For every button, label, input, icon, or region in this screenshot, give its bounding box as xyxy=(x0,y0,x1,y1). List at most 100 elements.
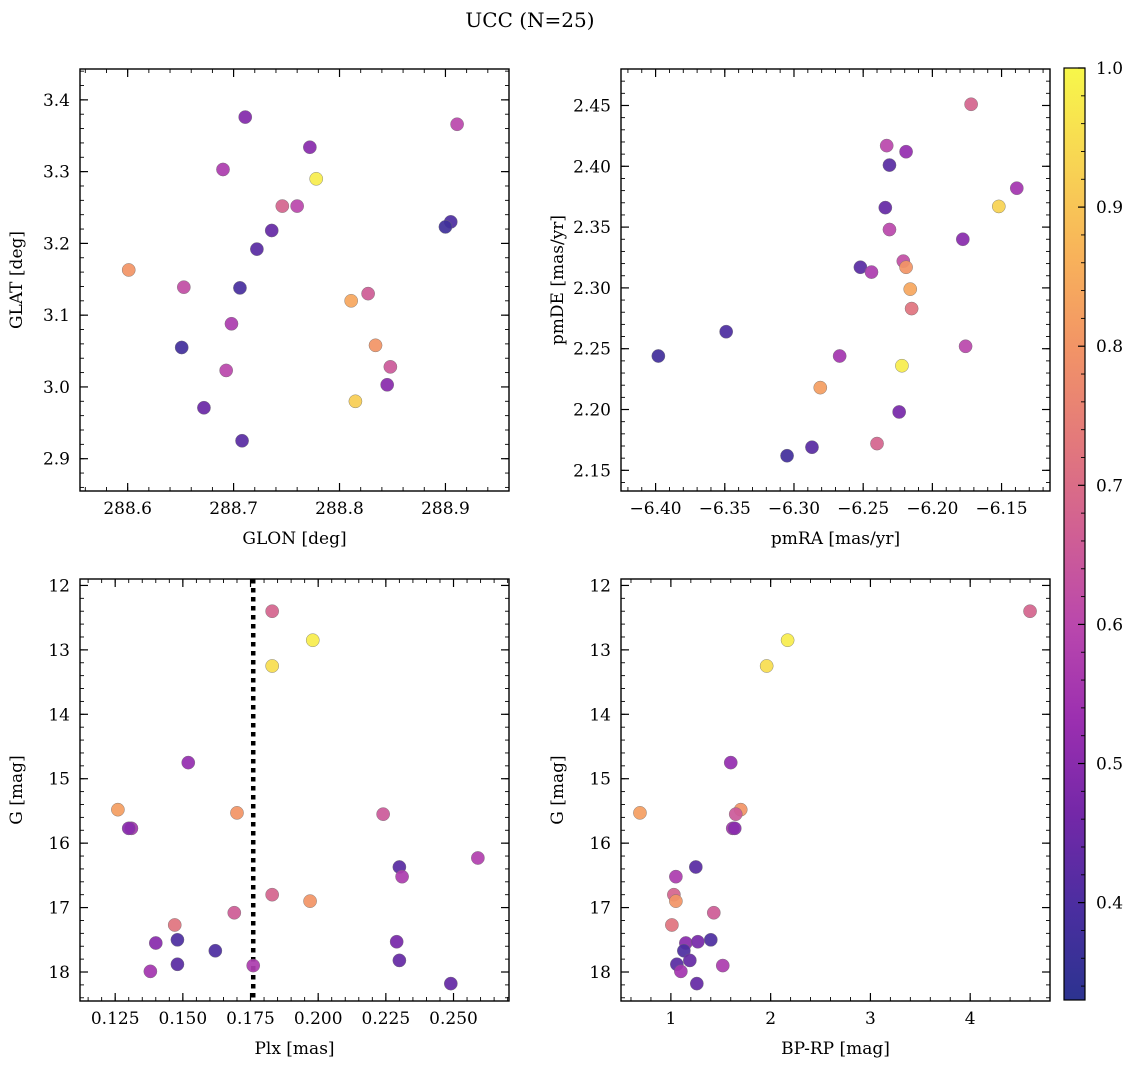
scatter-point xyxy=(208,943,223,958)
scatter-point xyxy=(309,172,324,186)
scatter-point xyxy=(380,377,394,392)
scatter-point xyxy=(958,339,973,354)
scatter-point xyxy=(392,953,407,968)
y-tick-label: 2.20 xyxy=(573,401,611,421)
x-axis-label: pmRA [mas/yr] xyxy=(771,529,900,549)
scatter-point xyxy=(723,755,738,770)
colorbar-tick-label: 0.9 xyxy=(1096,198,1123,218)
scatter-point xyxy=(633,806,647,820)
x-tick-label: 3 xyxy=(865,1009,876,1029)
scatter-point xyxy=(438,220,453,234)
axes-frame xyxy=(79,68,510,492)
x-axis-label: GLON [deg] xyxy=(242,529,346,549)
y-tick-label: 13 xyxy=(48,641,70,661)
y-tick-label: 18 xyxy=(48,963,70,983)
x-tick-label: 0.200 xyxy=(294,1009,343,1029)
scatter-point xyxy=(233,281,247,295)
scatter-point xyxy=(706,905,721,920)
y-tick-label: 3.0 xyxy=(43,378,70,398)
scatter-point xyxy=(303,894,317,908)
x-tick-label: 0.250 xyxy=(429,1009,478,1029)
scatter-point xyxy=(882,222,897,237)
x-tick-label: 288.9 xyxy=(421,499,470,519)
scatter-point xyxy=(361,286,375,301)
scatter-point xyxy=(121,821,136,836)
scatter-point xyxy=(265,604,279,619)
x-tick-label: −6.40 xyxy=(630,499,682,519)
y-tick-label: 17 xyxy=(48,899,70,919)
colorbar-tick-label: 0.6 xyxy=(1096,615,1123,635)
scatter-point xyxy=(250,242,264,256)
y-axis-label: pmDE [mas/yr] xyxy=(548,215,568,345)
x-tick-label: 0.150 xyxy=(159,1009,208,1029)
y-tick-label: 2.15 xyxy=(573,461,611,481)
scatter-point xyxy=(275,199,290,213)
y-axis-label: G [mag] xyxy=(7,755,27,824)
scatter-point xyxy=(368,338,383,353)
y-tick-label: 13 xyxy=(589,641,611,661)
scatter-point xyxy=(780,448,794,463)
y-tick-label: 17 xyxy=(589,899,611,919)
scatter-point xyxy=(305,633,320,648)
colorbar-tick-label: 1.0 xyxy=(1096,59,1123,79)
scatter-point xyxy=(832,349,847,363)
scatter-point xyxy=(170,932,185,947)
scatter-point xyxy=(669,869,683,884)
scatter-point xyxy=(780,633,795,648)
scatter-point xyxy=(719,324,733,339)
scatter-point xyxy=(903,282,918,296)
y-tick-label: 3.2 xyxy=(43,234,70,254)
scatter-point xyxy=(238,110,253,124)
x-tick-label: 4 xyxy=(965,1009,976,1029)
scatter-point xyxy=(395,869,409,884)
x-tick-label: 288.6 xyxy=(103,499,152,519)
colorbar-tick-label: 0.7 xyxy=(1096,476,1123,496)
scatter-point xyxy=(246,958,261,973)
y-tick-label: 3.4 xyxy=(43,91,70,111)
scatter-point xyxy=(1023,604,1037,619)
y-tick-label: 2.30 xyxy=(573,279,611,299)
scatter-point xyxy=(895,358,909,373)
x-tick-label: 288.7 xyxy=(209,499,258,519)
axes-frame xyxy=(79,578,510,1002)
y-tick-label: 2.40 xyxy=(573,157,611,177)
y-tick-label: 2.25 xyxy=(573,340,611,360)
scatter-point xyxy=(665,918,679,932)
scatter-point xyxy=(265,887,279,902)
scatter-point xyxy=(651,349,666,363)
scatter-point xyxy=(892,405,906,419)
panel-plx-g: 0.125 0.150 0.175 0.200 0.225 0.250 12 13 14 15 16… xyxy=(7,576,510,1059)
scatter-point xyxy=(174,340,189,355)
colorbar-tick-label: 0.5 xyxy=(1096,755,1123,775)
scatter-point xyxy=(450,117,464,132)
scatter-point xyxy=(111,802,125,817)
scatter-point xyxy=(383,360,398,374)
scatter-point xyxy=(471,851,485,865)
y-tick-label: 18 xyxy=(589,963,611,983)
y-tick-label: 2.9 xyxy=(43,450,70,470)
scatter-point xyxy=(227,905,242,920)
scatter-point xyxy=(879,138,894,153)
scatter-point xyxy=(148,936,163,950)
scatter-point xyxy=(878,200,893,215)
y-tick-label: 14 xyxy=(589,705,611,725)
scatter-point xyxy=(956,232,970,247)
scatter-point xyxy=(703,932,718,947)
scatter-point xyxy=(376,807,390,821)
scatter-point xyxy=(674,964,688,979)
y-tick-label: 12 xyxy=(589,576,611,596)
figure-title: UCC (N=25) xyxy=(465,8,594,32)
scatter-point xyxy=(265,659,279,673)
scatter-point xyxy=(344,294,358,308)
y-tick-label: 16 xyxy=(48,834,70,854)
y-tick-label: 3.3 xyxy=(43,163,70,183)
y-tick-label: 12 xyxy=(48,576,70,596)
x-tick-label: −6.15 xyxy=(976,499,1028,519)
scatter-point xyxy=(224,316,239,331)
scatter-point xyxy=(899,260,913,275)
scatter-point xyxy=(290,199,304,213)
y-tick-label: 14 xyxy=(48,705,70,725)
scatter-point xyxy=(348,394,363,409)
y-tick-label: 3.1 xyxy=(43,306,70,326)
